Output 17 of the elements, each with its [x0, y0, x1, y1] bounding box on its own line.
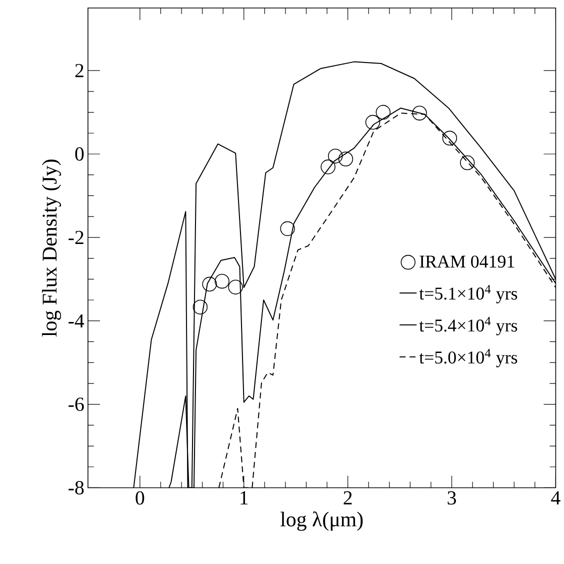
y-tick-label: 0: [75, 147, 84, 161]
legend-label: t=5.0×10$^{4}$ yrs: [419, 349, 518, 368]
x-tick-label: 1: [240, 491, 248, 505]
legend-label: IRAM 04191: [420, 256, 514, 268]
x-tick-label: 2: [344, 491, 352, 505]
y-tick-label: 2: [75, 64, 84, 78]
y-tick-label: -8: [68, 481, 84, 495]
y-tick-label: -2: [68, 231, 84, 244]
legend-label: t=5.4×10$^{4}$ yrs: [419, 317, 518, 336]
x-axis-title: log λ(μm): [280, 512, 363, 531]
legend-label: t=5.1×10$^{4}$ yrs: [419, 285, 518, 304]
x-tick-label: 3: [448, 491, 456, 505]
x-tick-label: 0: [136, 491, 144, 505]
y-tick-label: -4: [68, 314, 84, 328]
y-tick-label: -6: [68, 398, 84, 412]
x-tick-label: 4: [551, 491, 560, 505]
y-axis-title: log Flux Density (Jy): [42, 160, 62, 337]
